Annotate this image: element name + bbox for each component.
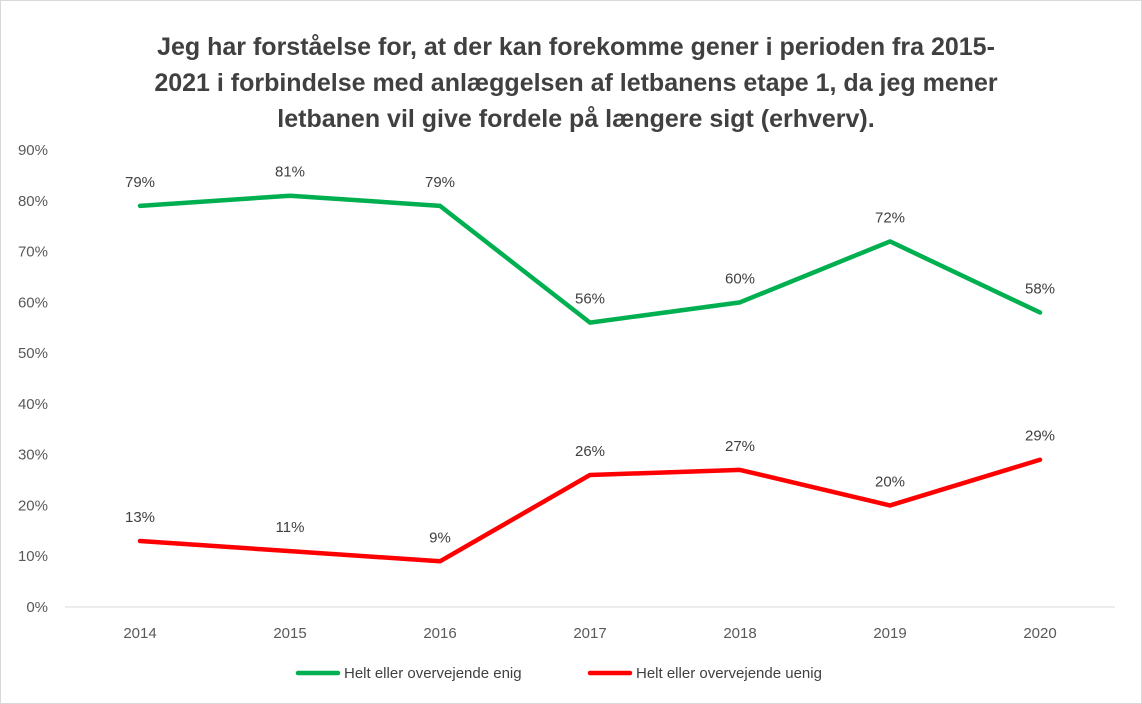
data-label: 11%	[276, 519, 305, 536]
chart-title: Jeg har forståelse for, at der kan forek…	[154, 33, 998, 133]
y-tick-label: 60%	[18, 294, 48, 311]
data-label: 27%	[725, 438, 755, 455]
y-tick-label: 50%	[18, 345, 48, 362]
x-tick-label: 2016	[423, 625, 456, 642]
series-line-2	[137, 457, 1043, 564]
x-tick-label: 2014	[123, 625, 156, 642]
data-label: 81%	[275, 164, 305, 181]
y-tick-label: 70%	[18, 244, 48, 261]
data-label: 26%	[575, 443, 605, 460]
y-tick-label: 30%	[18, 447, 48, 464]
data-label: 58%	[1025, 280, 1055, 297]
x-tick-label: 2017	[573, 625, 606, 642]
y-tick-label: 80%	[18, 193, 48, 210]
y-tick-label: 0%	[26, 599, 48, 616]
data-label: 20%	[875, 473, 905, 490]
x-tick-label: 2019	[873, 625, 906, 642]
x-tick-label: 2018	[723, 625, 756, 642]
legend-label: Helt eller overvejende uenig	[636, 665, 822, 682]
data-label: 79%	[425, 174, 455, 191]
series-line-1	[137, 193, 1043, 325]
x-tick-label: 2020	[1023, 625, 1056, 642]
y-tick-label: 40%	[18, 396, 48, 413]
legend-label: Helt eller overvejende enig	[344, 665, 522, 682]
data-label: 79%	[125, 174, 155, 191]
y-tick-label: 90%	[18, 142, 48, 159]
y-tick-label: 20%	[18, 497, 48, 514]
data-label: 13%	[125, 509, 155, 526]
y-tick-label: 10%	[18, 548, 48, 565]
data-label: 60%	[725, 270, 755, 287]
data-label: 9%	[429, 529, 451, 546]
data-label: 29%	[1025, 428, 1055, 445]
data-label: 56%	[575, 291, 605, 308]
x-tick-label: 2015	[273, 625, 306, 642]
data-label: 72%	[875, 209, 905, 226]
